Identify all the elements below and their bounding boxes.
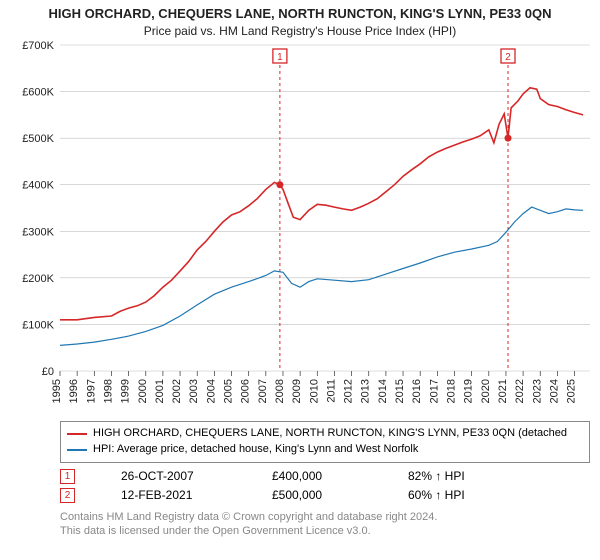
svg-text:1999: 1999 [120, 379, 132, 403]
svg-text:2002: 2002 [171, 379, 183, 403]
svg-text:2022: 2022 [514, 379, 526, 403]
svg-text:2018: 2018 [445, 379, 457, 403]
svg-text:2015: 2015 [394, 379, 406, 403]
chart-subtitle: Price paid vs. HM Land Registry's House … [8, 24, 592, 38]
marker-pct: 60% ↑ HPI [408, 488, 465, 502]
svg-text:2010: 2010 [308, 379, 320, 403]
svg-text:£100K: £100K [22, 319, 54, 331]
svg-text:2003: 2003 [188, 379, 200, 403]
svg-text:2: 2 [505, 52, 511, 63]
svg-text:2024: 2024 [548, 379, 560, 403]
svg-text:1996: 1996 [68, 379, 80, 403]
svg-text:2007: 2007 [257, 379, 269, 403]
legend-swatch [67, 433, 87, 435]
svg-text:£400K: £400K [22, 180, 54, 192]
svg-text:2004: 2004 [205, 379, 217, 403]
marker-date: 12-FEB-2021 [121, 488, 226, 502]
svg-text:£500K: £500K [22, 133, 54, 145]
svg-text:2021: 2021 [497, 379, 509, 403]
marker-badge: 2 [60, 488, 75, 503]
legend-row: HPI: Average price, detached house, King… [67, 442, 583, 458]
svg-text:£0: £0 [42, 366, 54, 378]
legend-label: HIGH ORCHARD, CHEQUERS LANE, NORTH RUNCT… [93, 426, 567, 442]
svg-text:2009: 2009 [291, 379, 303, 403]
marker-price: £400,000 [272, 469, 362, 483]
svg-text:2016: 2016 [411, 379, 423, 403]
svg-text:2025: 2025 [566, 379, 578, 403]
svg-text:2008: 2008 [274, 379, 286, 403]
license-line-1: Contains HM Land Registry data © Crown c… [60, 510, 592, 524]
svg-text:£700K: £700K [22, 40, 54, 52]
svg-text:£600K: £600K [22, 87, 54, 99]
license-line-2: This data is licensed under the Open Gov… [60, 524, 592, 538]
svg-text:2005: 2005 [223, 379, 235, 403]
marker-table: 1 26-OCT-2007 £400,000 82% ↑ HPI 2 12-FEB-202… [60, 469, 592, 503]
svg-text:1998: 1998 [102, 379, 114, 403]
legend-label: HPI: Average price, detached house, King… [93, 442, 418, 458]
legend: HIGH ORCHARD, CHEQUERS LANE, NORTH RUNCT… [60, 421, 590, 463]
legend-row: HIGH ORCHARD, CHEQUERS LANE, NORTH RUNCT… [67, 426, 583, 442]
svg-text:2017: 2017 [428, 379, 440, 403]
svg-text:£200K: £200K [22, 273, 54, 285]
marker-price: £500,000 [272, 488, 362, 502]
svg-text:2014: 2014 [377, 379, 389, 403]
marker-pct: 82% ↑ HPI [408, 469, 465, 483]
svg-text:2006: 2006 [240, 379, 252, 403]
svg-text:1: 1 [277, 52, 283, 63]
legend-swatch [67, 449, 87, 451]
svg-text:2013: 2013 [360, 379, 372, 403]
marker-date: 26-OCT-2007 [121, 469, 226, 483]
svg-text:2019: 2019 [463, 379, 475, 403]
marker-row: 1 26-OCT-2007 £400,000 82% ↑ HPI [60, 469, 592, 484]
license-text: Contains HM Land Registry data © Crown c… [60, 510, 592, 539]
svg-text:2012: 2012 [343, 379, 355, 403]
svg-text:1995: 1995 [51, 379, 63, 403]
svg-text:2020: 2020 [480, 379, 492, 403]
svg-text:2023: 2023 [531, 379, 543, 403]
price-chart: £0 £100K £200K £300K £400K £500K £600K £700K 199… [8, 39, 590, 419]
svg-text:1997: 1997 [85, 379, 97, 403]
marker-row: 2 12-FEB-2021 £500,000 60% ↑ HPI [60, 488, 592, 503]
chart-title: HIGH ORCHARD, CHEQUERS LANE, NORTH RUNCT… [8, 6, 592, 21]
svg-text:2000: 2000 [137, 379, 149, 403]
svg-text:2011: 2011 [325, 379, 337, 403]
svg-text:2001: 2001 [154, 379, 166, 403]
svg-text:£300K: £300K [22, 226, 54, 238]
marker-badge: 1 [60, 469, 75, 484]
